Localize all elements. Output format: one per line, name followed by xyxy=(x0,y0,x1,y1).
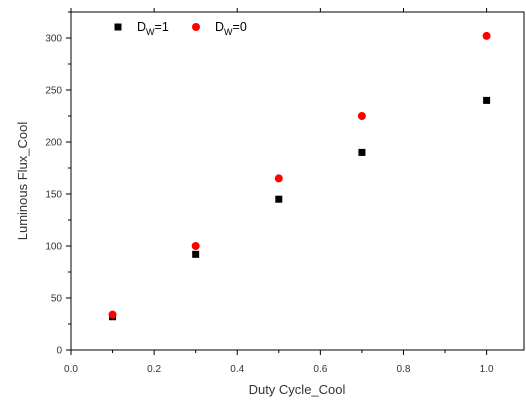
y-tick-label: 200 xyxy=(45,138,62,149)
x-tick-label: 0.2 xyxy=(147,364,161,375)
plot-frame xyxy=(70,11,525,351)
y-axis-title: Luminous Flux_Cool xyxy=(15,122,30,241)
legend-marker-series-2 xyxy=(192,23,200,31)
y-tick-label: 50 xyxy=(51,294,63,305)
x-axis-title: Duty Cycle_Cool xyxy=(249,382,346,397)
x-tick-label: 0.4 xyxy=(230,364,244,375)
x-tick-label: 1.0 xyxy=(480,364,494,375)
x-tick-label: 0.8 xyxy=(397,364,411,375)
x-tick-label: 0.0 xyxy=(64,364,78,375)
point-series-2 xyxy=(482,31,491,40)
x-tick-label: 0.6 xyxy=(313,364,327,375)
point-series-2 xyxy=(191,242,200,250)
point-series-2 xyxy=(108,310,117,319)
point-series-2 xyxy=(274,174,283,183)
legend-label-series-1: DW=1 xyxy=(137,20,169,37)
legend: DW=1 DW=0 xyxy=(114,20,247,37)
data-points xyxy=(108,31,491,321)
x-axis: 0.0 0.2 0.4 0.6 0.8 1.0 xyxy=(64,8,494,375)
legend-label-series-2: DW=0 xyxy=(215,20,247,37)
point-series-1 xyxy=(358,148,366,156)
point-series-1 xyxy=(483,96,491,104)
y-tick-label: 300 xyxy=(45,34,62,45)
y-tick-label: 250 xyxy=(45,86,62,97)
y-tick-label: 150 xyxy=(45,190,62,201)
y-tick-label: 0 xyxy=(56,346,62,357)
point-series-2 xyxy=(357,112,366,120)
legend-marker-series-1 xyxy=(114,23,122,31)
point-series-1 xyxy=(275,195,283,203)
y-axis: 0 50 100 150 200 250 300 xyxy=(45,11,71,357)
y-tick-label: 100 xyxy=(45,242,62,253)
point-series-1 xyxy=(192,250,200,258)
